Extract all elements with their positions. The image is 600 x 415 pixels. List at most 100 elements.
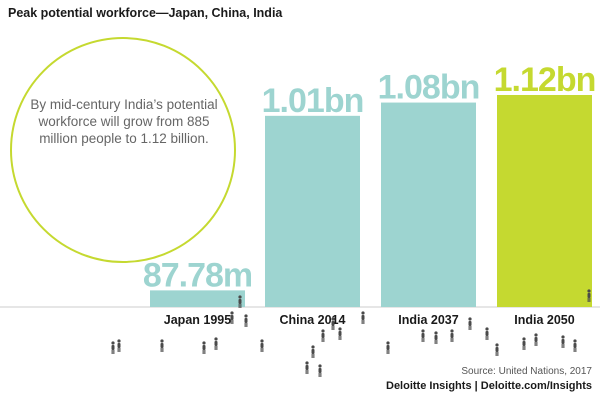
person-figure: [260, 339, 264, 352]
person-body: [561, 339, 565, 344]
person-figure: [111, 341, 115, 354]
person-figure: [485, 327, 489, 340]
person-leg: [313, 354, 315, 358]
person-head: [421, 329, 425, 333]
bar-value-label: 1.08bn: [378, 69, 480, 107]
person-body: [522, 341, 526, 346]
person-body: [361, 315, 365, 320]
person-leg: [230, 320, 232, 324]
person-figure: [450, 329, 454, 342]
person-head: [386, 341, 390, 345]
person-figure: [244, 314, 248, 327]
person-head: [321, 329, 325, 333]
person-body: [321, 333, 325, 338]
person-figure: [214, 337, 218, 350]
category-label: Japan 1995: [164, 313, 231, 327]
person-leg: [111, 350, 113, 354]
person-head: [331, 317, 335, 321]
person-body: [305, 365, 309, 370]
bar: [497, 95, 592, 307]
person-figure: [534, 333, 538, 346]
person-head: [305, 361, 309, 365]
person-body: [338, 331, 342, 336]
person-leg: [262, 348, 264, 352]
person-head: [434, 331, 438, 335]
person-head: [495, 343, 499, 347]
person-body: [160, 343, 164, 348]
person-leg: [421, 338, 423, 342]
bar: [150, 290, 245, 307]
person-leg: [450, 338, 452, 342]
person-head: [318, 364, 322, 368]
person-figure: [160, 339, 164, 352]
category-label: China 2014: [279, 313, 345, 327]
person-figure: [230, 311, 234, 324]
person-figure: [117, 339, 121, 352]
person-leg: [423, 338, 425, 342]
person-figure: [318, 364, 322, 377]
person-leg: [204, 350, 206, 354]
person-leg: [470, 326, 472, 330]
person-figure: [386, 341, 390, 354]
person-body: [331, 321, 335, 326]
person-leg: [331, 326, 333, 330]
person-head: [534, 333, 538, 337]
person-body: [587, 293, 591, 298]
category-label: India 2037: [398, 313, 458, 327]
person-leg: [386, 350, 388, 354]
bar-value-label: 1.01bn: [262, 82, 364, 120]
person-figure: [495, 343, 499, 356]
person-body: [485, 331, 489, 336]
person-leg: [524, 346, 526, 350]
person-leg: [162, 348, 164, 352]
person-leg: [497, 352, 499, 356]
person-figure: [587, 289, 591, 302]
person-figure: [311, 345, 315, 358]
person-leg: [160, 348, 162, 352]
person-body: [111, 345, 115, 350]
person-leg: [318, 373, 320, 377]
person-figure: [338, 327, 342, 340]
person-leg: [485, 336, 487, 340]
person-head: [485, 327, 489, 331]
person-head: [238, 295, 242, 299]
person-head: [450, 329, 454, 333]
person-head: [468, 317, 472, 321]
person-head: [561, 335, 565, 339]
person-leg: [340, 336, 342, 340]
person-body: [244, 318, 248, 323]
person-leg: [240, 304, 242, 308]
person-leg: [202, 350, 204, 354]
person-body: [421, 333, 425, 338]
person-head: [117, 339, 121, 343]
person-figure: [573, 339, 577, 352]
person-body: [202, 345, 206, 350]
person-leg: [495, 352, 497, 356]
person-head: [230, 311, 234, 315]
person-leg: [320, 373, 322, 377]
bar-value-label: 87.78m: [143, 256, 252, 294]
person-body: [573, 343, 577, 348]
person-head: [260, 339, 264, 343]
person-head: [214, 337, 218, 341]
bar: [265, 115, 360, 307]
person-body: [450, 333, 454, 338]
person-leg: [323, 338, 325, 342]
person-leg: [363, 320, 365, 324]
person-leg: [522, 346, 524, 350]
person-body: [214, 341, 218, 346]
person-figure: [202, 341, 206, 354]
person-leg: [436, 340, 438, 344]
person-head: [160, 339, 164, 343]
person-leg: [214, 346, 216, 350]
person-figure: [522, 337, 526, 350]
person-body: [434, 335, 438, 340]
source-note: Source: United Nations, 2017: [461, 366, 592, 377]
person-figure: [561, 335, 565, 348]
person-figure: [321, 329, 325, 342]
person-head: [244, 314, 248, 318]
person-leg: [216, 346, 218, 350]
person-figure: [468, 317, 472, 330]
person-leg: [117, 348, 119, 352]
